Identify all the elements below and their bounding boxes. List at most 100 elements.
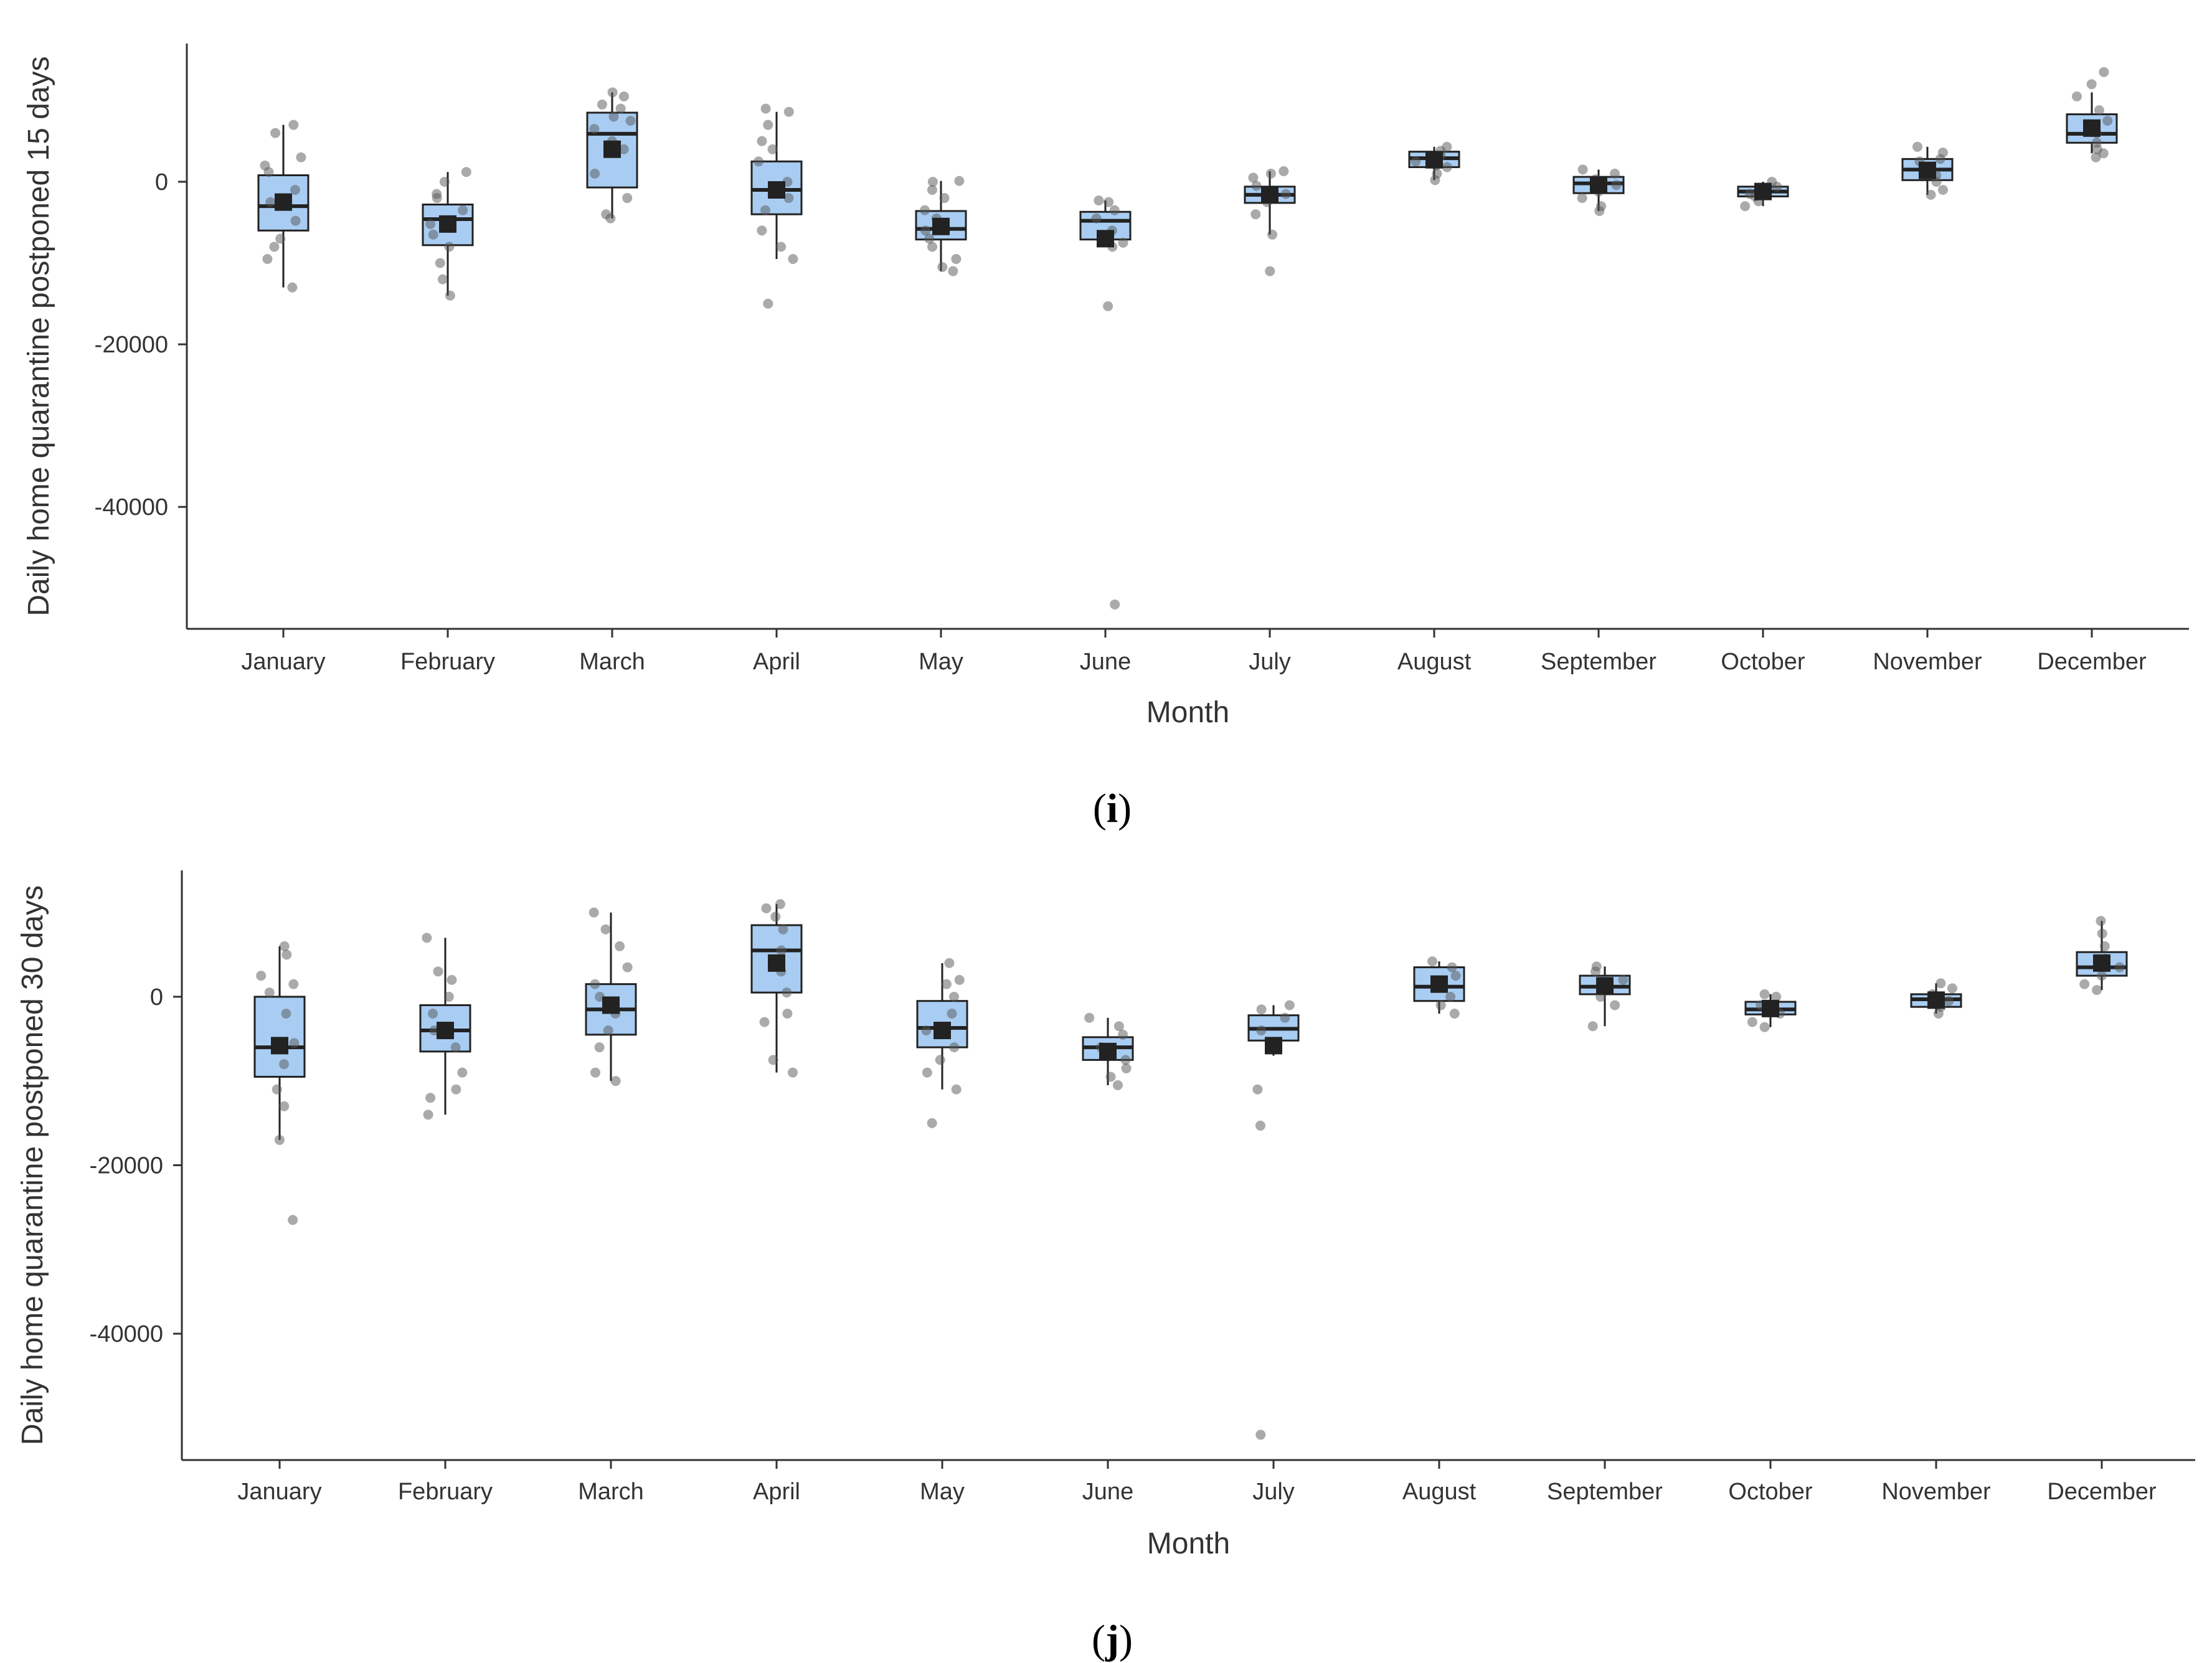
- data-point: [927, 242, 938, 252]
- data-point: [924, 233, 935, 244]
- mean-marker: [1590, 176, 1607, 194]
- data-point: [768, 1055, 778, 1065]
- box-april: [750, 103, 803, 309]
- y-tick-label: 0: [155, 169, 168, 196]
- box-january: [253, 941, 306, 1225]
- mean-marker: [768, 954, 785, 972]
- mean-marker: [1919, 161, 1936, 179]
- data-point: [590, 1067, 601, 1078]
- data-point: [1747, 1017, 1757, 1027]
- data-point: [949, 1042, 960, 1053]
- data-point: [290, 185, 300, 195]
- x-tick-label: March: [579, 649, 645, 675]
- x-tick-label: November: [1881, 1479, 1991, 1505]
- data-point: [1937, 147, 1948, 158]
- data-point: [1740, 201, 1751, 212]
- data-point: [287, 282, 298, 293]
- box-july: [1244, 166, 1296, 276]
- data-point: [1926, 189, 1936, 200]
- mean-marker: [1265, 1037, 1282, 1055]
- data-point: [954, 176, 965, 186]
- data-point: [437, 274, 448, 285]
- data-point: [783, 106, 794, 117]
- mean-marker: [1754, 182, 1772, 200]
- data-point: [1432, 168, 1442, 179]
- data-point: [1442, 141, 1452, 152]
- data-point: [1759, 1022, 1770, 1032]
- mean-marker: [275, 193, 292, 211]
- x-tick-label: May: [920, 1479, 965, 1505]
- data-point: [618, 91, 629, 101]
- x-tick-label: June: [1082, 1479, 1133, 1505]
- data-point: [920, 205, 930, 215]
- data-point: [1944, 996, 1954, 1006]
- mean-marker: [603, 140, 621, 158]
- mean-marker: [932, 217, 950, 235]
- chart-panel-j: 0 -20000 -40000 January February March April Ma…: [16, 870, 2195, 1662]
- data-point: [443, 991, 454, 1002]
- data-point: [274, 1134, 285, 1145]
- data-point: [457, 1067, 468, 1078]
- x-tick-label: June: [1080, 649, 1131, 675]
- data-point: [951, 1084, 962, 1095]
- data-point: [2092, 144, 2102, 154]
- x-axis-title: Month: [1147, 1527, 1230, 1560]
- x-tick-label: October: [1728, 1479, 1813, 1505]
- data-point: [1284, 1000, 1295, 1011]
- data-point: [2097, 928, 2107, 939]
- x-tick-label: September: [1541, 649, 1657, 675]
- data-point: [296, 152, 306, 163]
- data-point: [788, 253, 798, 264]
- data-point: [256, 971, 267, 981]
- data-point: [2086, 79, 2097, 90]
- data-point: [281, 1008, 291, 1019]
- data-point: [1255, 1430, 1266, 1440]
- mean-marker: [1425, 151, 1443, 169]
- data-point: [947, 1008, 957, 1019]
- data-point: [1118, 237, 1128, 248]
- y-tick-label: 0: [150, 984, 163, 1011]
- data-point: [1265, 266, 1275, 276]
- data-point: [927, 1118, 937, 1128]
- data-point: [937, 262, 948, 273]
- mean-marker: [2093, 954, 2110, 972]
- data-point: [1112, 1080, 1123, 1090]
- data-point: [288, 1215, 298, 1225]
- data-point: [1618, 974, 1628, 985]
- data-point: [428, 229, 438, 240]
- data-point: [948, 991, 959, 1002]
- data-point: [757, 225, 767, 236]
- data-point: [1251, 181, 1262, 191]
- box-may: [916, 958, 968, 1128]
- data-point: [1442, 162, 1452, 172]
- chart-panel-i: 0 -20000 -40000 January February March April Ma…: [22, 44, 2189, 831]
- mean-marker: [271, 1037, 288, 1055]
- data-point: [2102, 116, 2113, 126]
- data-point: [1759, 989, 1770, 999]
- data-point: [1587, 1021, 1598, 1032]
- data-point: [290, 215, 301, 226]
- data-point: [600, 924, 611, 935]
- box-august: [1413, 956, 1465, 1019]
- data-point: [281, 949, 292, 960]
- data-point: [939, 193, 950, 204]
- data-point: [954, 974, 965, 985]
- y-tick-label: -20000: [90, 1153, 163, 1179]
- data-point: [264, 987, 275, 998]
- data-point: [608, 111, 619, 122]
- mean-marker: [1261, 186, 1279, 204]
- data-point: [1110, 599, 1120, 610]
- x-tick-label: July: [1252, 1479, 1295, 1505]
- box-march: [585, 907, 637, 1086]
- box-december: [2066, 67, 2118, 163]
- data-point: [269, 242, 280, 252]
- x-tick-label: October: [1721, 649, 1805, 675]
- data-point: [1256, 1025, 1267, 1036]
- data-point: [1427, 956, 1438, 967]
- data-point: [288, 120, 299, 130]
- x-tick-label: April: [753, 649, 800, 675]
- data-point: [754, 156, 764, 167]
- data-point: [782, 1008, 793, 1019]
- mean-marker: [1099, 1042, 1117, 1060]
- box-june: [1082, 1012, 1134, 1090]
